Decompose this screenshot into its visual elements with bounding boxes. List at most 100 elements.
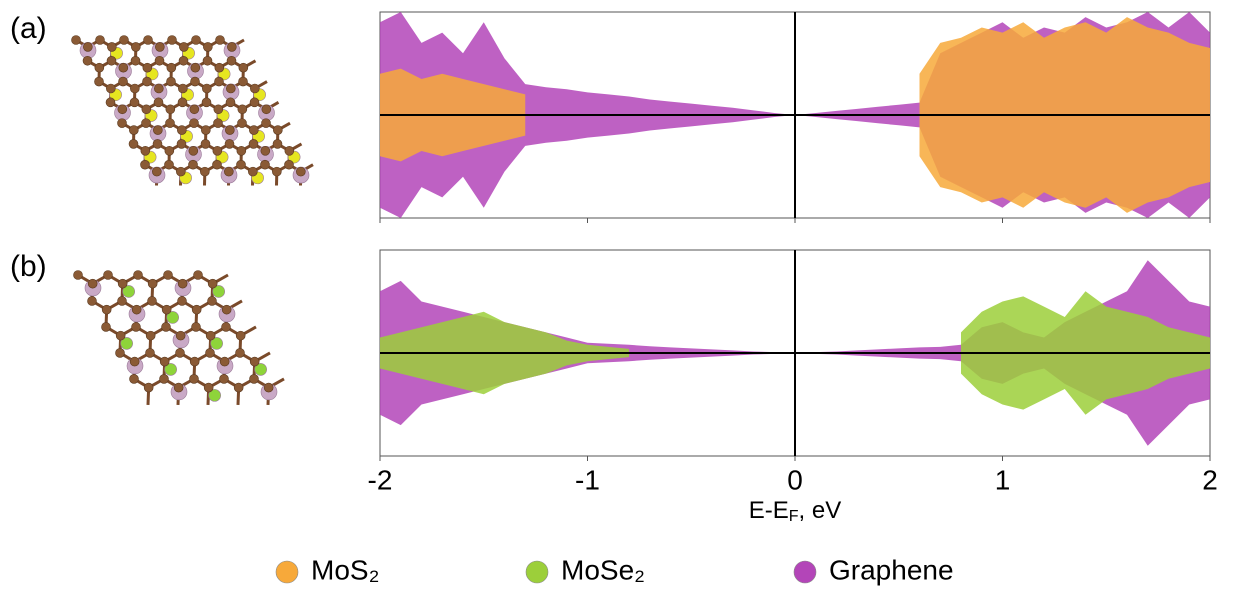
carbon-atom — [154, 98, 163, 107]
carbon-atom — [134, 271, 143, 280]
carbon-atom — [143, 63, 152, 72]
carbon-atom — [201, 139, 210, 148]
legend-label: MoSe₂ — [561, 554, 645, 585]
x-axis-label-part: E-E — [749, 497, 789, 524]
carbon-atom — [215, 77, 224, 86]
carbon-atom — [226, 84, 235, 93]
carbon-atom — [239, 77, 248, 86]
carbon-atom — [236, 331, 245, 340]
carbon-atom — [179, 56, 188, 65]
carbon-atom — [192, 305, 201, 314]
carbon-atom — [194, 271, 203, 280]
carbon-atom — [227, 42, 236, 51]
carbon-atom — [262, 105, 271, 114]
legend-swatch — [276, 561, 298, 583]
carbon-atom — [162, 322, 171, 331]
carbon-atom — [106, 84, 115, 93]
carbon-atom — [102, 305, 111, 314]
carbon-atom — [178, 84, 187, 93]
carbon-atom — [192, 36, 201, 45]
panel-label: (a) — [10, 12, 47, 45]
carbon-atom — [296, 167, 305, 176]
carbon-atom — [174, 383, 183, 392]
carbon-atom — [191, 63, 200, 72]
carbon-atom — [104, 271, 113, 280]
carbon-atom — [107, 56, 116, 65]
carbon-atom — [237, 160, 246, 169]
legend-swatch — [794, 561, 816, 583]
carbon-atom — [130, 84, 139, 93]
carbon-atom — [202, 98, 211, 107]
carbon-atom — [264, 383, 273, 392]
carbon-atom — [176, 348, 185, 357]
carbon-atom — [214, 105, 223, 114]
carbon-atom — [130, 98, 139, 107]
carbon-atom — [177, 126, 186, 135]
x-tick-label: 0 — [787, 464, 803, 495]
carbon-atom — [118, 119, 127, 128]
carbon-atom — [160, 374, 169, 383]
carbon-atom — [261, 160, 270, 169]
carbon-atom — [165, 146, 174, 155]
carbon-atom — [176, 167, 185, 176]
carbon-atom — [179, 42, 188, 51]
carbon-atom — [95, 77, 104, 86]
carbon-atom — [273, 126, 282, 135]
carbon-atom — [216, 36, 225, 45]
carbon-atom — [227, 56, 236, 65]
carbon-atom — [168, 36, 177, 45]
carbon-atom — [190, 357, 199, 366]
carbon-atom — [285, 160, 294, 169]
carbon-atom — [250, 98, 259, 107]
carbon-atom — [285, 146, 294, 155]
carbon-atom — [190, 105, 199, 114]
carbon-atom — [200, 167, 209, 176]
carbon-atom — [107, 42, 116, 51]
carbon-atom — [225, 126, 234, 135]
carbon-atom — [215, 63, 224, 72]
carbon-atom — [130, 357, 139, 366]
carbon-atom — [152, 167, 161, 176]
carbon-atom — [144, 36, 153, 45]
carbon-atom — [129, 126, 138, 135]
carbon-atom — [191, 77, 200, 86]
carbon-atom — [213, 160, 222, 169]
legend-label: MoS₂ — [311, 554, 379, 585]
carbon-atom — [130, 374, 139, 383]
carbon-atom — [143, 77, 152, 86]
carbon-atom — [273, 139, 282, 148]
carbon-atom — [118, 105, 127, 114]
carbon-atom — [177, 139, 186, 148]
carbon-atom — [131, 42, 140, 51]
carbon-atom — [220, 374, 229, 383]
carbon-atom — [176, 331, 185, 340]
carbon-atom — [250, 374, 259, 383]
carbon-atom — [202, 84, 211, 93]
carbon-atom — [226, 98, 235, 107]
carbon-atom — [250, 84, 259, 93]
carbon-atom — [239, 63, 248, 72]
carbon-atom — [119, 63, 128, 72]
carbon-atom — [190, 119, 199, 128]
carbon-atom — [153, 126, 162, 135]
carbon-atom — [178, 296, 187, 305]
carbon-atom — [222, 322, 231, 331]
carbon-atom — [201, 126, 210, 135]
carbon-atom — [131, 56, 140, 65]
carbon-atom — [261, 146, 270, 155]
crystal-structures — [72, 36, 314, 405]
carbon-atom — [224, 167, 233, 176]
carbon-atom — [120, 36, 129, 45]
x-tick-label: 2 — [1202, 464, 1218, 495]
carbon-atom — [165, 160, 174, 169]
carbon-atom — [167, 63, 176, 72]
carbon-atom — [272, 167, 281, 176]
carbon-atom — [250, 357, 259, 366]
carbon-atom — [154, 84, 163, 93]
carbon-atom — [234, 383, 243, 392]
x-axis-label-part: F — [789, 508, 799, 525]
carbon-atom — [155, 56, 164, 65]
carbon-atom — [141, 160, 150, 169]
carbon-atom — [166, 119, 175, 128]
carbon-atom — [72, 36, 81, 45]
